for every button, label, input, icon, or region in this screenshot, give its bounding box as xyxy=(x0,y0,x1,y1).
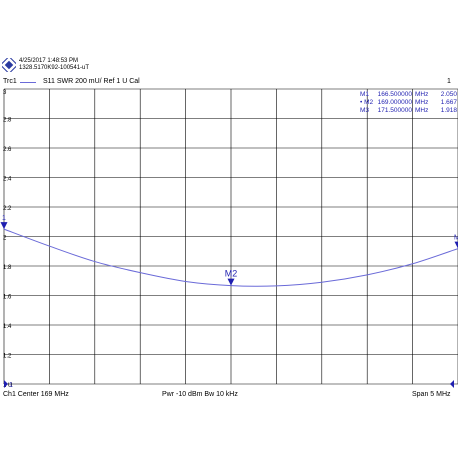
marker-frequency-unit: MHz xyxy=(415,91,429,98)
marker-triangle xyxy=(0,222,8,230)
y-tick-label: 1 U xyxy=(3,383,12,389)
marker-id: • M2 xyxy=(360,99,374,106)
y-tick-label: 1.2 xyxy=(3,354,12,360)
channel-number: 1 xyxy=(447,78,451,85)
chart-grid xyxy=(3,88,458,385)
y-tick-labels: 3 2.8 2.6 2.4 2.2 2 1.8 1.6 1.4 1.2 1 U xyxy=(3,90,12,389)
marker-frequency: 169.000000 xyxy=(377,99,412,106)
trace-name[interactable]: Trc1 xyxy=(3,78,17,85)
y-tick-label: 3 xyxy=(3,90,7,96)
device-id: 1328.5170K92-100541-uT xyxy=(19,65,90,71)
trace-markers: 1 M2 M 1 xyxy=(0,215,458,389)
marker-label: 1 xyxy=(2,215,6,222)
marker-value: 1.918 xyxy=(440,107,457,114)
ref-arrow-right-icon xyxy=(450,380,454,388)
marker-triangle xyxy=(454,241,458,249)
rohde-schwarz-logo-icon xyxy=(2,58,16,72)
marker-frequency: 166.500000 xyxy=(377,91,412,98)
footer-power-bandwidth: Pwr -10 dBm Bw 10 kHz xyxy=(162,391,238,398)
y-tick-label: 1.8 xyxy=(3,265,12,271)
trace-legend-line xyxy=(20,82,36,83)
y-tick-label: 2.2 xyxy=(3,206,12,212)
marker-frequency-unit: MHz xyxy=(415,107,429,114)
trace-description[interactable]: S11 SWR 200 mU/ Ref 1 U Cal xyxy=(43,78,140,85)
marker-frequency: 171.500000 xyxy=(377,107,412,114)
marker-value: 1.667 xyxy=(440,99,457,106)
marker-frequency-unit: MHz xyxy=(415,99,429,106)
ref-arrow-left-icon xyxy=(4,380,8,388)
ref-marker-label: 1 xyxy=(9,382,13,389)
marker-value: 2.050 xyxy=(440,91,457,98)
y-tick-label: 1.6 xyxy=(3,295,12,301)
footer-span: Span 5 MHz xyxy=(412,391,451,398)
y-tick-label: 2.8 xyxy=(3,118,12,124)
marker-id: M3 xyxy=(360,107,370,114)
y-tick-label: 2.4 xyxy=(3,177,12,183)
marker-triangle xyxy=(227,278,235,286)
marker-label: M xyxy=(454,235,458,242)
footer-center-freq: Ch1 Center 169 MHz xyxy=(3,391,69,398)
marker-id: M1 xyxy=(360,91,370,98)
y-tick-label: 1.4 xyxy=(3,324,12,330)
datetime: 4/25/2017 1:48:53 PM xyxy=(19,58,79,64)
y-tick-label: 2 xyxy=(3,236,7,242)
marker-label: M2 xyxy=(225,269,238,279)
y-tick-label: 2.6 xyxy=(3,147,12,153)
